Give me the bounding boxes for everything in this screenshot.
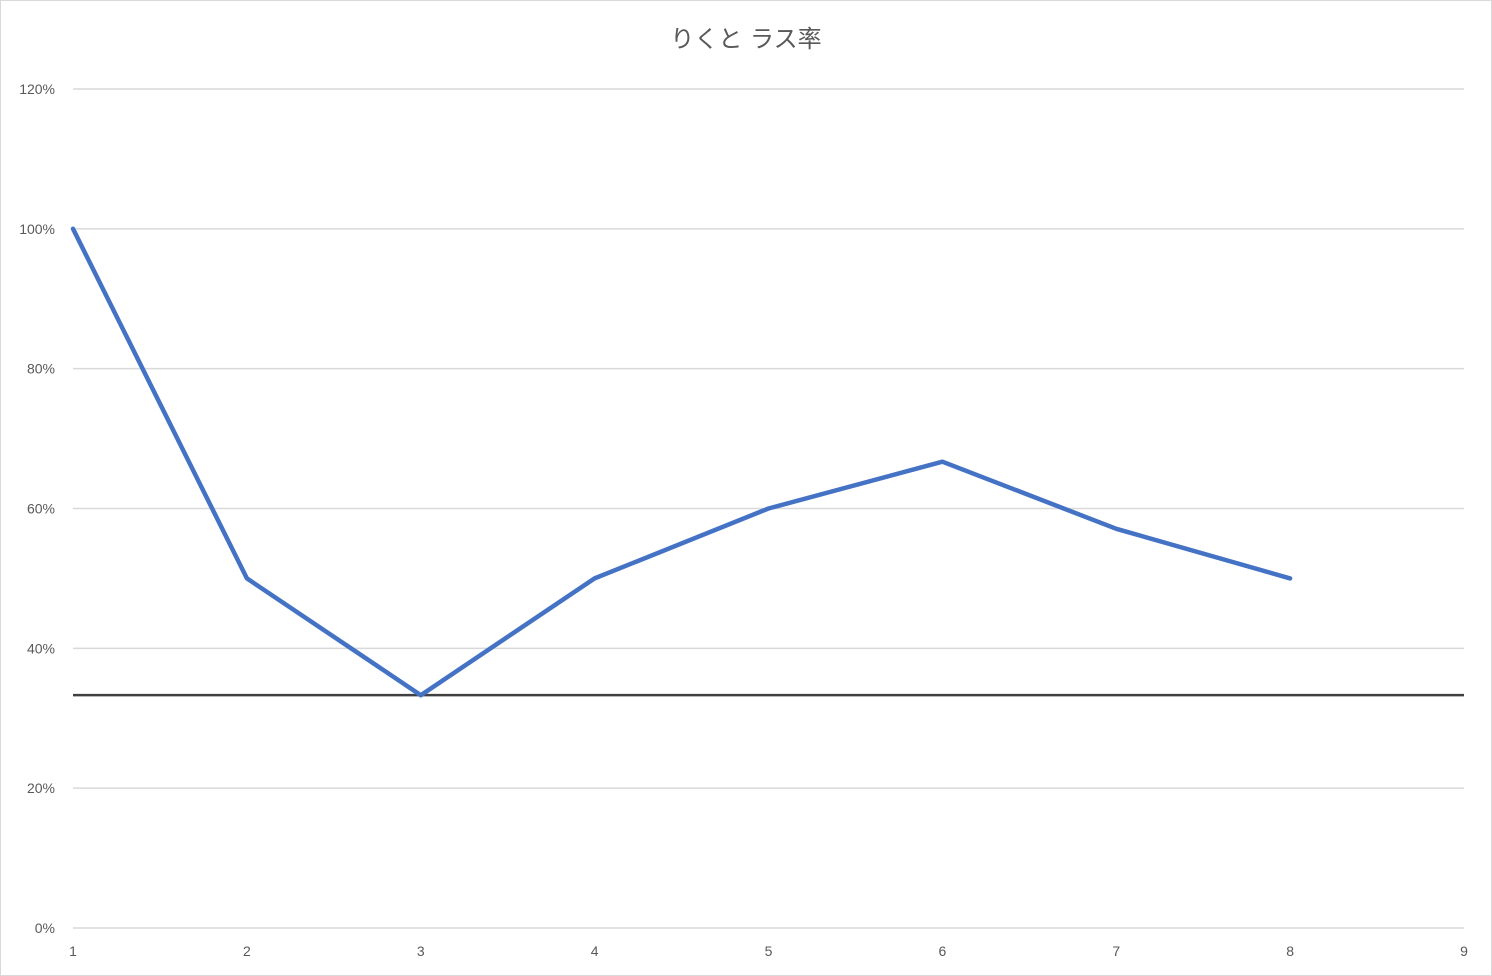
series-line bbox=[70, 226, 1293, 698]
y-tick-label: 20% bbox=[27, 780, 55, 796]
y-tick-label: 60% bbox=[27, 501, 55, 517]
x-tick-label: 6 bbox=[938, 943, 946, 959]
y-tick-label: 0% bbox=[35, 920, 55, 936]
x-tick-label: 8 bbox=[1286, 943, 1294, 959]
y-axis-tick-labels: 0% 20% 40% 60% 80% 100% 120% bbox=[19, 81, 55, 936]
x-tick-label: 2 bbox=[243, 943, 251, 959]
x-tick-label: 5 bbox=[765, 943, 773, 959]
gridlines bbox=[73, 88, 1464, 929]
y-tick-label: 120% bbox=[19, 81, 55, 97]
series-lines bbox=[70, 226, 1293, 698]
x-axis-tick-labels: 1 2 3 4 5 6 7 8 9 bbox=[69, 943, 1468, 959]
chart-title: りくと ラス率 bbox=[670, 25, 821, 53]
x-tick-label: 1 bbox=[69, 943, 77, 959]
x-tick-label: 9 bbox=[1460, 943, 1468, 959]
y-tick-label: 100% bbox=[19, 221, 55, 237]
y-tick-label: 80% bbox=[27, 361, 55, 377]
y-tick-label: 40% bbox=[27, 640, 55, 656]
x-tick-label: 4 bbox=[591, 943, 599, 959]
x-tick-label: 7 bbox=[1112, 943, 1120, 959]
x-tick-label: 3 bbox=[417, 943, 425, 959]
